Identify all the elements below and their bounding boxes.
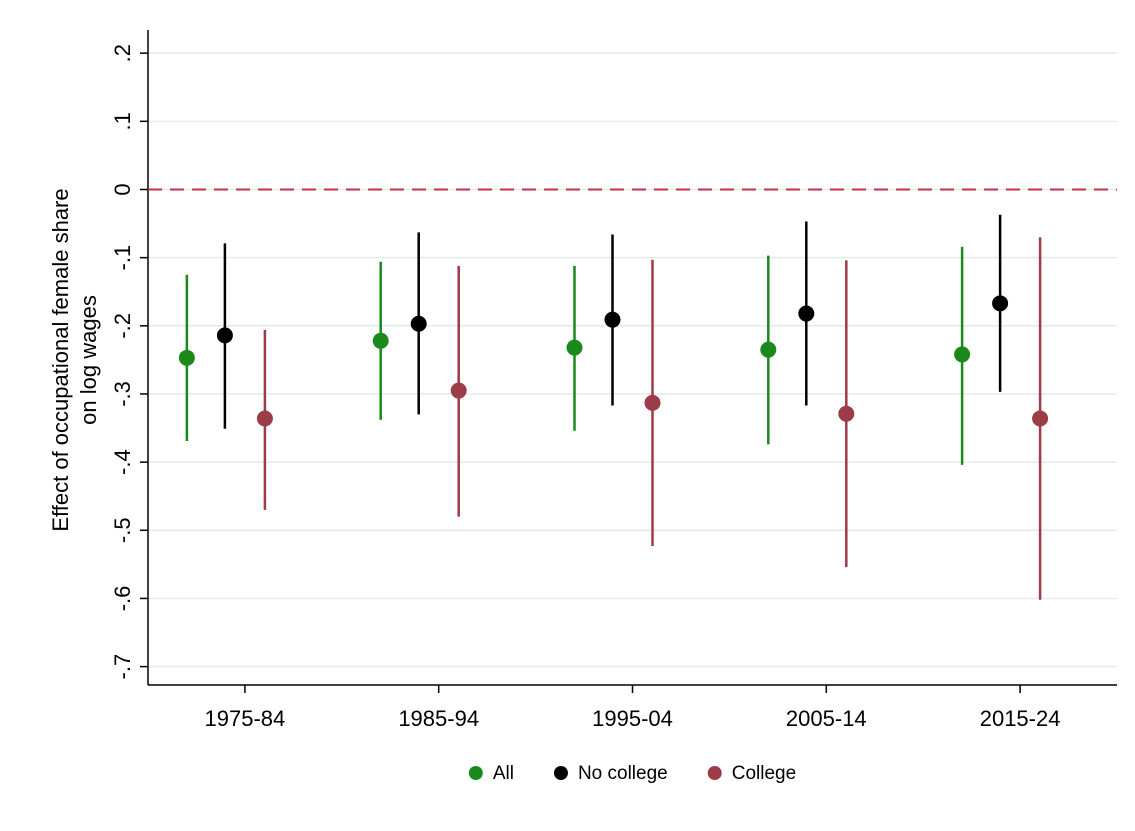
point	[760, 341, 777, 358]
y-tick-label: -.5	[110, 517, 135, 543]
y-tick-label: .2	[110, 44, 135, 62]
y-tick-label: -.4	[110, 449, 135, 475]
legend-marker	[553, 766, 568, 780]
y-axis-title: Effect of occupational female share	[48, 188, 73, 531]
y-tick-label: .1	[110, 112, 135, 130]
point	[992, 295, 1009, 312]
legend-marker	[468, 766, 483, 780]
x-tick-label: 1975-84	[205, 706, 286, 731]
point	[178, 349, 195, 366]
legend-label: All	[493, 763, 514, 784]
legend-label: No college	[578, 763, 668, 784]
y-axis-title: on log wages	[76, 295, 101, 425]
point	[410, 315, 427, 332]
point	[798, 305, 815, 322]
y-tick-label: -.3	[110, 381, 135, 407]
point	[372, 332, 389, 349]
point	[954, 346, 971, 363]
y-tick-label: -.2	[110, 313, 135, 339]
legend-marker	[707, 766, 722, 780]
point	[566, 339, 583, 356]
point	[450, 382, 467, 399]
point	[1032, 410, 1049, 427]
x-tick-label: 1995-04	[592, 706, 673, 731]
y-tick-label: -.1	[110, 245, 135, 271]
x-tick-label: 2005-14	[786, 706, 867, 731]
point	[604, 311, 621, 328]
point	[644, 394, 661, 411]
y-tick-label: -.6	[110, 586, 135, 612]
point	[216, 327, 233, 344]
point	[256, 410, 273, 427]
x-tick-label: 2015-24	[980, 706, 1061, 731]
legend-label: College	[732, 763, 796, 784]
x-tick-label: 1985-94	[398, 706, 479, 731]
y-tick-label: 0	[110, 183, 135, 195]
point	[838, 405, 855, 422]
y-tick-label: -.7	[110, 654, 135, 680]
